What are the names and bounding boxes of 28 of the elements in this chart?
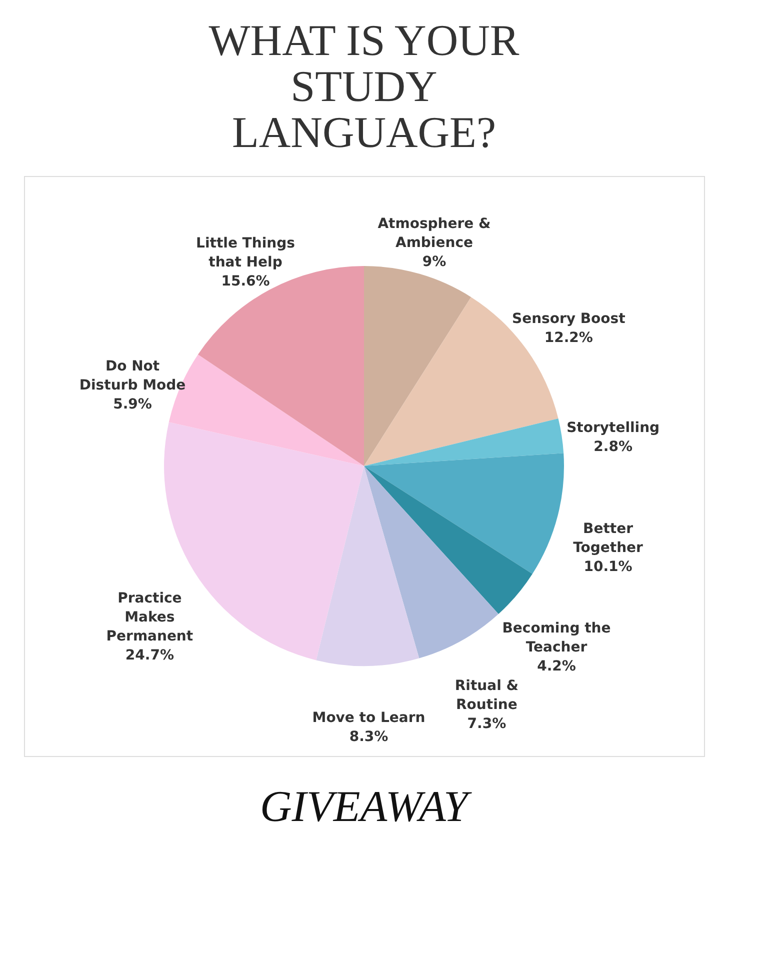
slice-label: Storytelling bbox=[566, 420, 660, 436]
data-label: 9% bbox=[422, 254, 446, 270]
data-label: 15.6% bbox=[221, 274, 270, 290]
data-label: 12.2% bbox=[544, 330, 593, 346]
data-label: 10.1% bbox=[584, 558, 632, 575]
pie-slice bbox=[364, 453, 564, 574]
slice-label: Ritual & Routine bbox=[454, 678, 518, 714]
pie-slice bbox=[316, 466, 420, 666]
slice-label: Becoming the Teacher bbox=[502, 620, 611, 656]
pie-slice bbox=[364, 466, 498, 658]
data-label: 7.3% bbox=[467, 716, 506, 732]
slice-label: Do Not Disturb Mode bbox=[79, 358, 186, 394]
text: GIVEAWAY bbox=[260, 782, 472, 831]
slice-label: Better Together bbox=[573, 520, 644, 556]
data-label: 5.9% bbox=[113, 396, 152, 412]
slice-label: Atmosphere & Ambience bbox=[378, 216, 491, 251]
slice-label: Little Things that Help bbox=[196, 236, 295, 271]
slice-label: Sensory Boost bbox=[512, 310, 626, 327]
slice-label: Practice Makes Permanent bbox=[106, 590, 194, 645]
pie-slice bbox=[364, 466, 532, 614]
data-label: 4.2% bbox=[537, 658, 576, 675]
data-label: 8.3% bbox=[349, 728, 388, 745]
chart-title: WHAT IS YOUR STUDY LANGUAGE? bbox=[208, 16, 520, 157]
pie-slice bbox=[364, 418, 564, 466]
pie-slice bbox=[364, 266, 472, 466]
data-label: 2.8% bbox=[594, 438, 632, 455]
slice-label: Move to Learn bbox=[312, 710, 426, 726]
data-label: 24.7% bbox=[125, 648, 174, 664]
